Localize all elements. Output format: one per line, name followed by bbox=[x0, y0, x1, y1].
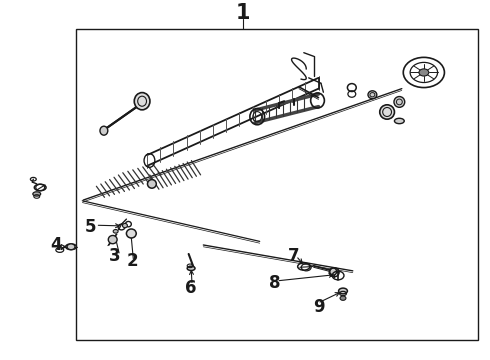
Ellipse shape bbox=[100, 126, 108, 135]
Ellipse shape bbox=[113, 230, 118, 233]
Ellipse shape bbox=[394, 118, 404, 124]
Ellipse shape bbox=[147, 180, 156, 188]
Ellipse shape bbox=[380, 105, 394, 119]
Ellipse shape bbox=[122, 224, 127, 228]
Ellipse shape bbox=[187, 266, 195, 270]
Text: 6: 6 bbox=[185, 279, 197, 297]
Text: 1: 1 bbox=[235, 3, 250, 23]
Text: 5: 5 bbox=[85, 218, 97, 236]
Text: 7: 7 bbox=[288, 247, 300, 265]
Text: 3: 3 bbox=[109, 247, 121, 265]
Ellipse shape bbox=[340, 296, 346, 300]
Ellipse shape bbox=[108, 235, 117, 244]
Bar bbox=[76, 29, 478, 340]
Text: 2: 2 bbox=[126, 252, 138, 270]
Ellipse shape bbox=[419, 69, 429, 76]
Ellipse shape bbox=[330, 268, 337, 275]
Ellipse shape bbox=[126, 229, 136, 238]
Ellipse shape bbox=[339, 288, 347, 294]
Ellipse shape bbox=[67, 244, 75, 249]
Ellipse shape bbox=[368, 91, 377, 99]
Text: 4: 4 bbox=[50, 236, 62, 254]
Text: 9: 9 bbox=[313, 298, 324, 316]
Text: 8: 8 bbox=[269, 274, 280, 292]
Ellipse shape bbox=[394, 96, 405, 107]
Ellipse shape bbox=[134, 93, 150, 110]
Ellipse shape bbox=[33, 192, 41, 196]
